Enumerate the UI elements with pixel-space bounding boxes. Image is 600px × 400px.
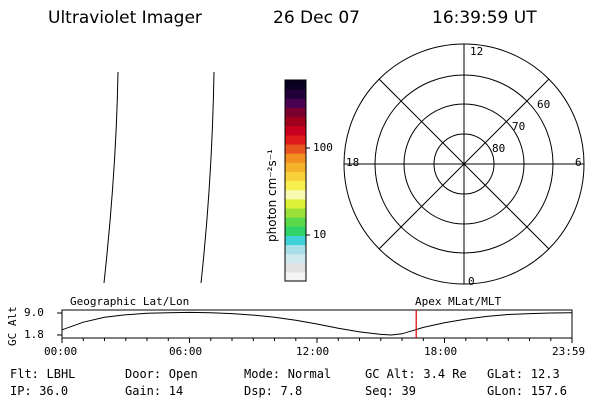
polar-label-18: 18 (346, 156, 360, 169)
colorbar-segment (285, 262, 306, 273)
footer-value-row2-4: 157.6 (530, 384, 567, 398)
footer-label-row1-0: Flt: (10, 367, 39, 381)
timeline-x-label-2359: 23:59 (552, 345, 586, 358)
footer-value-row1-0: LBHL (46, 367, 76, 381)
colorbar-segment (285, 244, 306, 255)
app-title: Ultraviolet Imager (48, 8, 202, 28)
colorbar-segment (285, 143, 306, 154)
timeline-right-label: Apex MLat/MLT (415, 295, 502, 308)
footer-value-row1-3: 3.4 Re (423, 367, 467, 381)
colorbar-segment (285, 153, 306, 163)
colorbar-segment (285, 253, 306, 264)
colorbar-segment (285, 134, 306, 145)
colorbar-segment (285, 217, 306, 227)
colorbar-segment (285, 107, 306, 118)
colorbar-segment (285, 80, 306, 90)
colorbar-segment (285, 180, 306, 191)
footer-label-row1-4: GLat: (487, 367, 524, 381)
colorbar (285, 80, 306, 282)
colorbar-segment (285, 198, 306, 209)
image-boundary-right (200, 71, 215, 284)
footer-label-row2-4: GLon: (487, 384, 524, 398)
footer-label-row2-1: Gain: (125, 384, 162, 398)
footer-value-row2-3: 39 (401, 384, 416, 398)
timeline-x-label-1800: 18:00 (424, 345, 458, 358)
colorbar-segment (285, 116, 306, 127)
footer-value-row1-1: Open (168, 367, 198, 381)
footer-label-row1-2: Mode: (244, 367, 281, 381)
colorbar-segment (285, 207, 306, 218)
colorbar-segment (285, 271, 306, 282)
polar-label-lat-80: 80 (492, 142, 506, 155)
polar-label-0: 0 (468, 275, 475, 288)
header-time: 16:39:59 UT (432, 8, 537, 28)
colorbar-segment (285, 171, 306, 182)
timeline-x-ticks (61, 338, 573, 343)
footer-value-row2-1: 14 (168, 384, 184, 398)
polar-plot (343, 43, 585, 285)
polar-label-lat-60: 60 (537, 98, 551, 111)
footer-value-row2-0: 36.0 (39, 384, 69, 398)
colorbar-label-10: 10 (313, 228, 327, 241)
footer-label-row2-2: Dsp: (244, 384, 273, 398)
footer-label-row1-1: Door: (125, 367, 162, 381)
footer-value-row1-2: Normal (287, 367, 332, 381)
timeline-y-label-bottom: 1.8 (24, 328, 44, 341)
polar-label-lat-70: 70 (512, 120, 526, 133)
colorbar-segment (285, 125, 306, 136)
timeline-left-label: Geographic Lat/Lon (70, 295, 190, 308)
timeline-axis-title: GC Alt (6, 306, 19, 346)
colorbar-segment (285, 98, 306, 109)
polar-label-6: 6 (575, 156, 582, 169)
timeline-x-label-1200: 12:00 (296, 345, 330, 358)
timeline-x-label-0000: 00:00 (44, 345, 78, 358)
footer-value-row2-2: 7.8 (280, 384, 303, 398)
polar-diagonal-2 (378, 78, 550, 250)
footer-label-row2-0: IP: (10, 384, 32, 398)
header-date: 26 Dec 07 (273, 8, 360, 28)
footer-label-row2-3: Seq: (365, 384, 394, 398)
colorbar-segment (285, 162, 306, 172)
colorbar-segment (285, 226, 306, 236)
altitude-curve (61, 311, 572, 336)
footer-value-row1-4: 12.3 (530, 367, 560, 381)
colorbar-label-100: 100 (313, 141, 333, 154)
colorbar-segment (285, 235, 306, 246)
colorbar-segment (285, 89, 306, 99)
image-boundary-left (103, 71, 119, 284)
timeline-y-label-top: 9.0 (24, 306, 44, 319)
footer-label-row1-3: GC Alt: (365, 367, 416, 381)
colorbar-frame (284, 79, 307, 282)
polar-label-12: 12 (470, 45, 484, 58)
timeline-y-ticks (57, 312, 62, 336)
timeline-x-label-0600: 06:00 (169, 345, 203, 358)
colorbar-segment (285, 189, 306, 200)
colorbar-unit-label: photon cm⁻²s⁻¹ (265, 149, 279, 242)
